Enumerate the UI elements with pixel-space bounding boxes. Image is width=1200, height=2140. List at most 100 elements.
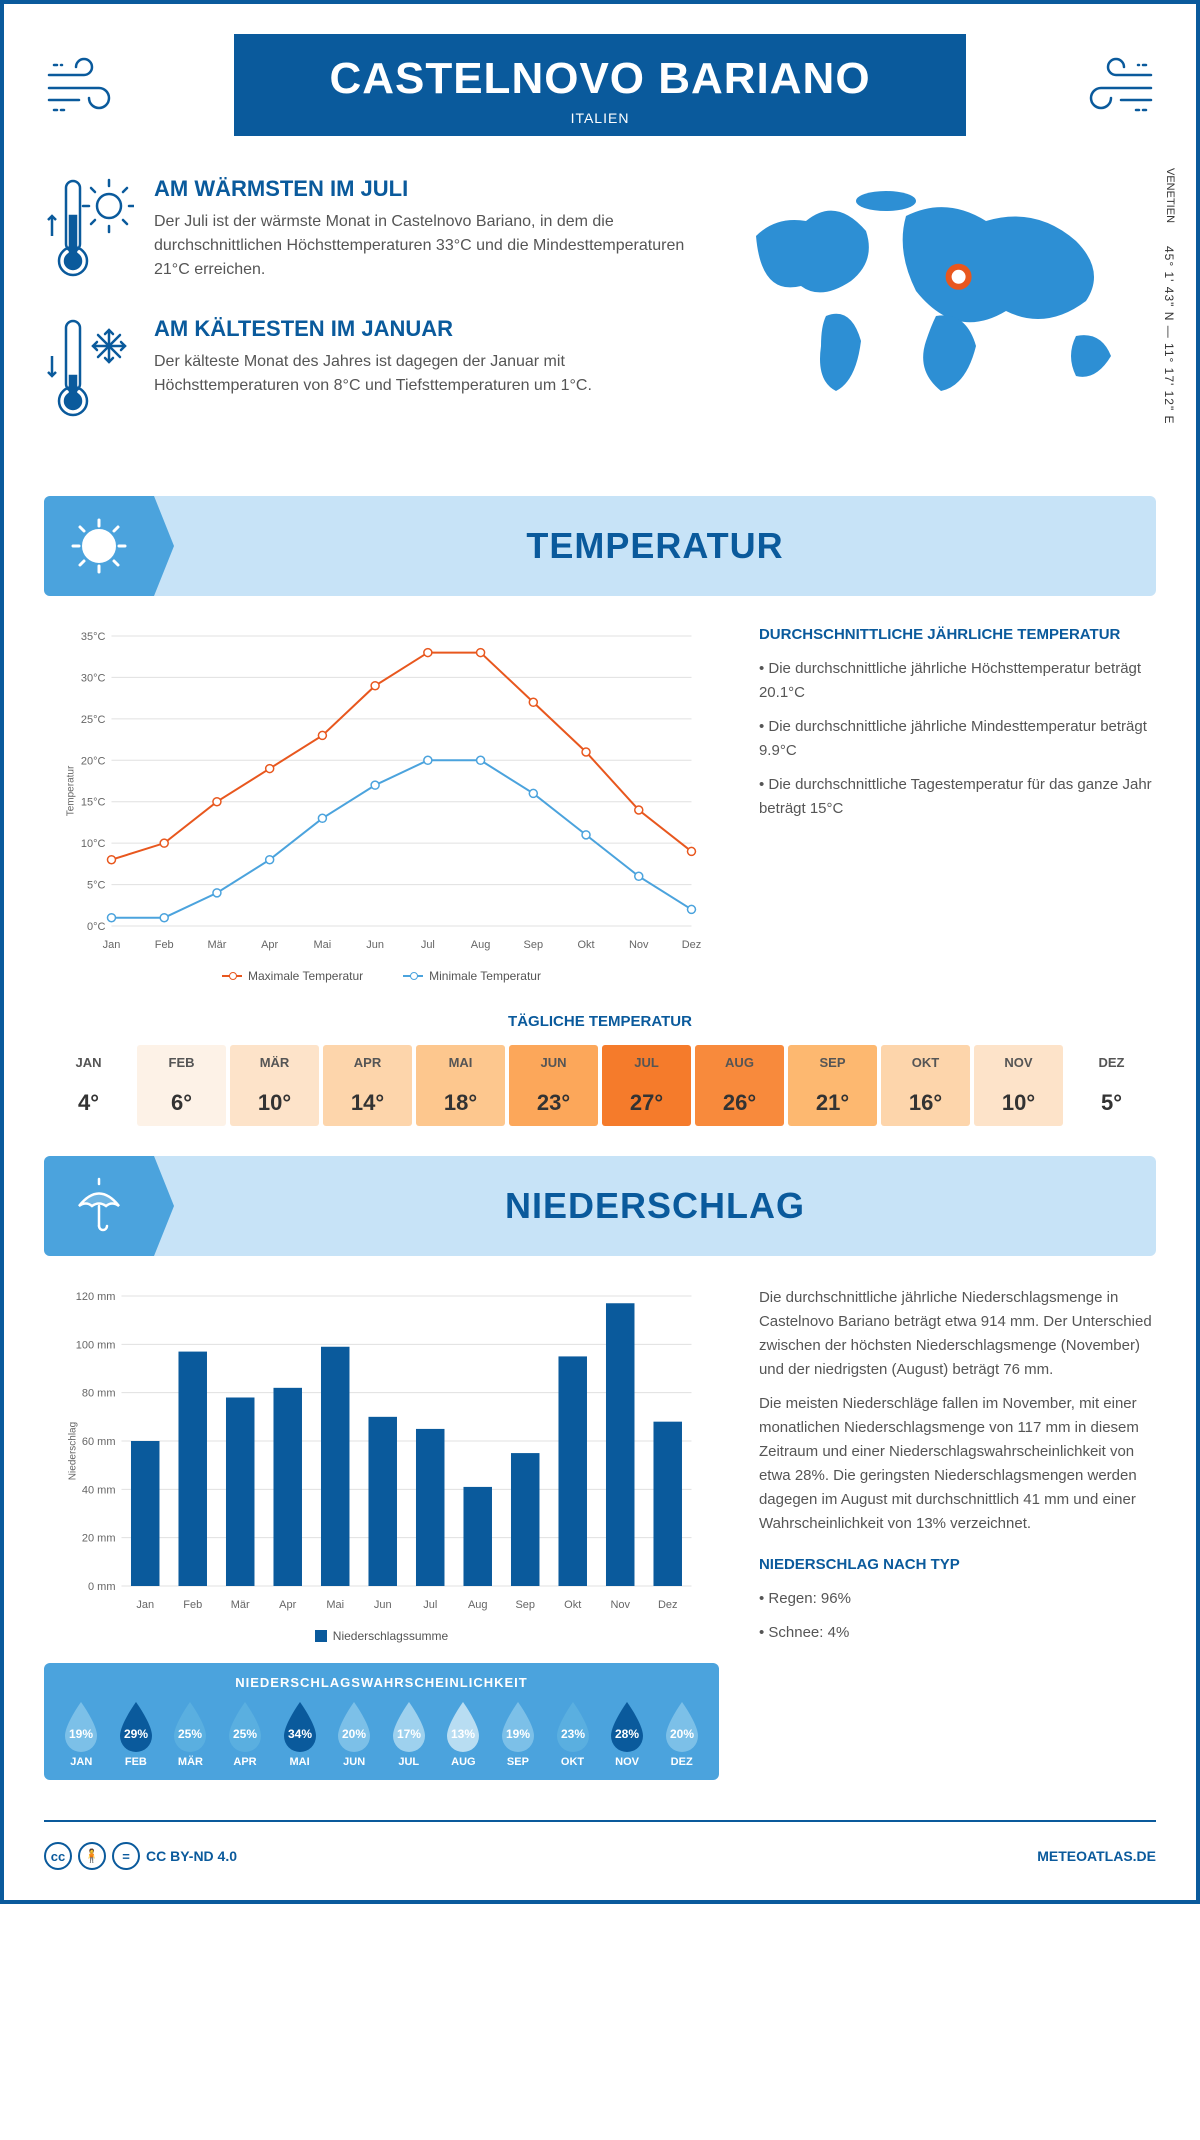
daily-temp-cell: MÄR10° xyxy=(230,1045,319,1126)
temperature-chart-row: 0°C5°C10°C15°C20°C25°C30°C35°CJanFebMärA… xyxy=(44,626,1156,983)
temperature-section-band: TEMPERATUR xyxy=(44,496,1156,596)
daily-temp-value: 23° xyxy=(509,1090,598,1116)
precipitation-legend: Niederschlagssumme xyxy=(44,1629,719,1643)
svg-text:Mär: Mär xyxy=(207,939,226,951)
svg-text:0 mm: 0 mm xyxy=(88,1581,116,1593)
temperature-legend: Maximale Temperatur Minimale Temperatur xyxy=(44,969,719,983)
svg-text:23%: 23% xyxy=(560,1727,584,1741)
svg-text:20%: 20% xyxy=(670,1727,694,1741)
daily-temp-cell: DEZ5° xyxy=(1067,1045,1156,1126)
svg-text:34%: 34% xyxy=(288,1727,312,1741)
warmest-heading: AM WÄRMSTEN IM JULI xyxy=(154,176,706,202)
daily-temp-value: 27° xyxy=(602,1090,691,1116)
precip-text-1: Die durchschnittliche jährliche Niedersc… xyxy=(759,1286,1156,1382)
daily-temp-heading: TÄGLICHE TEMPERATUR xyxy=(44,1013,1156,1030)
precipitation-chart-box: 0 mm20 mm40 mm60 mm80 mm100 mm120 mmJanF… xyxy=(44,1286,719,1780)
daily-temp-value: 4° xyxy=(44,1090,133,1116)
precipitation-corner xyxy=(44,1156,154,1256)
probability-month-label: JUN xyxy=(329,1756,380,1768)
probability-drop: 25% APR xyxy=(220,1700,271,1768)
temp-summary-heading: DURCHSCHNITTLICHE JÄHRLICHE TEMPERATUR xyxy=(759,626,1156,643)
probability-month-label: FEB xyxy=(111,1756,162,1768)
precipitation-section-band: NIEDERSCHLAG xyxy=(44,1156,1156,1256)
probability-drop: 25% MÄR xyxy=(165,1700,216,1768)
daily-temp-value: 26° xyxy=(695,1090,784,1116)
legend-min-label: Minimale Temperatur xyxy=(429,969,541,983)
probability-drop: 29% FEB xyxy=(111,1700,162,1768)
svg-text:20°C: 20°C xyxy=(81,755,106,767)
probability-month-label: JUL xyxy=(383,1756,434,1768)
license-label: CC BY-ND 4.0 xyxy=(146,1848,237,1864)
daily-temp-value: 10° xyxy=(974,1090,1063,1116)
daily-month-label: JAN xyxy=(44,1055,133,1070)
svg-text:13%: 13% xyxy=(451,1727,475,1741)
by-icon: 🧍 xyxy=(78,1842,106,1870)
daily-temp-value: 6° xyxy=(137,1090,226,1116)
coldest-block: AM KÄLTESTEN IM JANUAR Der kälteste Mona… xyxy=(44,316,706,426)
precip-type-0: • Regen: 96% xyxy=(759,1587,1156,1611)
coldest-text: AM KÄLTESTEN IM JANUAR Der kälteste Mona… xyxy=(154,316,706,426)
daily-month-label: FEB xyxy=(137,1055,226,1070)
temp-bullet-1: • Die durchschnittliche jährliche Mindes… xyxy=(759,715,1156,763)
svg-text:15°C: 15°C xyxy=(81,797,106,809)
svg-text:Jan: Jan xyxy=(136,1599,154,1611)
probability-drop: 17% JUL xyxy=(383,1700,434,1768)
coords-label: 45° 1' 43" N — 11° 17' 12" E xyxy=(1162,246,1176,425)
temp-bullet-1-text: Die durchschnittliche jährliche Mindestt… xyxy=(759,718,1147,759)
probability-month-label: MAI xyxy=(274,1756,325,1768)
raindrop-icon: 13% xyxy=(441,1700,485,1752)
svg-text:25%: 25% xyxy=(233,1727,257,1741)
daily-temp-value: 21° xyxy=(788,1090,877,1116)
svg-text:120 mm: 120 mm xyxy=(76,1291,116,1303)
svg-text:Niederschlag: Niederschlag xyxy=(67,1422,78,1480)
raindrop-icon: 20% xyxy=(660,1700,704,1752)
precip-type-heading: NIEDERSCHLAG NACH TYP xyxy=(759,1556,1156,1573)
probability-month-label: AUG xyxy=(438,1756,489,1768)
daily-month-label: OKT xyxy=(881,1055,970,1070)
svg-text:25%: 25% xyxy=(178,1727,202,1741)
title-band: CASTELNOVO BARIANO ITALIEN xyxy=(234,34,966,136)
svg-text:19%: 19% xyxy=(69,1727,93,1741)
precip-text-2: Die meisten Niederschläge fallen im Nove… xyxy=(759,1392,1156,1536)
svg-text:Feb: Feb xyxy=(183,1599,202,1611)
daily-month-label: JUN xyxy=(509,1055,598,1070)
coldest-heading: AM KÄLTESTEN IM JANUAR xyxy=(154,316,706,342)
svg-text:80 mm: 80 mm xyxy=(82,1388,116,1400)
warmest-text: AM WÄRMSTEN IM JULI Der Juli ist der wär… xyxy=(154,176,706,286)
probability-heading: NIEDERSCHLAGSWAHRSCHEINLICHKEIT xyxy=(56,1675,707,1690)
daily-temp-cell: APR14° xyxy=(323,1045,412,1126)
thermometer-snow-icon xyxy=(44,316,134,426)
svg-text:Jul: Jul xyxy=(421,939,435,951)
daily-month-label: JUL xyxy=(602,1055,691,1070)
daily-temp-cell: FEB 6° xyxy=(137,1045,226,1126)
probability-grid: 19% JAN 29% FEB 25% MÄR 25% APR 34% MAI xyxy=(56,1700,707,1768)
warmest-block: AM WÄRMSTEN IM JULI Der Juli ist der wär… xyxy=(44,176,706,286)
daily-temp-value: 14° xyxy=(323,1090,412,1116)
svg-text:Dez: Dez xyxy=(682,939,702,951)
license-block: cc 🧍 = CC BY-ND 4.0 xyxy=(44,1842,237,1870)
daily-temp-cell: JUL 27° xyxy=(602,1045,691,1126)
daily-temp-value: 10° xyxy=(230,1090,319,1116)
intro-left: AM WÄRMSTEN IM JULI Der Juli ist der wär… xyxy=(44,176,706,456)
precip-type-1: • Schnee: 4% xyxy=(759,1621,1156,1645)
map-box: VENETIEN 45° 1' 43" N — 11° 17' 12" E xyxy=(736,176,1156,456)
daily-temp-cell: JAN 4° xyxy=(44,1045,133,1126)
svg-text:28%: 28% xyxy=(615,1727,639,1741)
footer: cc 🧍 = CC BY-ND 4.0 METEOATLAS.DE xyxy=(44,1820,1156,1870)
legend-max: Maximale Temperatur xyxy=(222,969,363,983)
svg-text:Jun: Jun xyxy=(374,1599,392,1611)
map-marker-icon xyxy=(949,267,969,287)
daily-temp-grid: JAN4°FEB6°MÄR10°APR14°MAI18°JUN23°JUL27°… xyxy=(44,1045,1156,1126)
svg-text:20 mm: 20 mm xyxy=(82,1533,116,1545)
precip-type-1-text: Schnee: 4% xyxy=(768,1624,849,1641)
probability-drop: 20% DEZ xyxy=(656,1700,707,1768)
probability-month-label: JAN xyxy=(56,1756,107,1768)
probability-month-label: NOV xyxy=(602,1756,653,1768)
legend-max-label: Maximale Temperatur xyxy=(248,969,363,983)
svg-text:Aug: Aug xyxy=(471,939,491,951)
raindrop-icon: 25% xyxy=(223,1700,267,1752)
region-label: VENETIEN xyxy=(1164,168,1176,223)
svg-text:Sep: Sep xyxy=(524,939,544,951)
probability-drop: 20% JUN xyxy=(329,1700,380,1768)
intro-section: AM WÄRMSTEN IM JULI Der Juli ist der wär… xyxy=(44,176,1156,456)
